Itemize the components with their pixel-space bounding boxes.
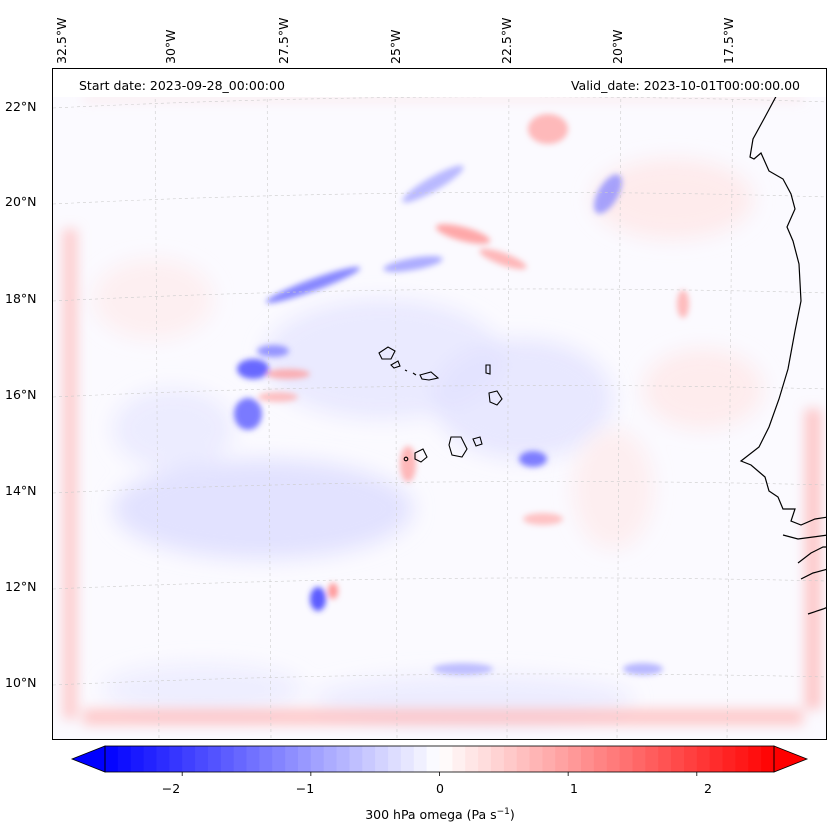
colorbar-cell: [748, 746, 762, 772]
lat-label-12n: 12°N: [5, 579, 37, 594]
colorbar-cell: [503, 746, 518, 772]
colorbar-tick-label-neg2: −2: [161, 781, 181, 796]
colorbar-cell: [362, 746, 376, 772]
colorbar-extend-max: [773, 745, 809, 773]
colorbar-tick-label-2: 2: [704, 781, 712, 796]
lat-label-14n: 14°N: [5, 483, 37, 498]
colorbar-cell: [400, 746, 415, 772]
colorbar-cell: [542, 746, 556, 772]
lon-label-17-5w: 17.5°W: [721, 17, 736, 64]
colorbar-cell: [426, 746, 441, 772]
start-date-label: Start date: 2023-09-28_00:00:00: [79, 78, 285, 93]
lat-label-10n: 10°N: [5, 675, 37, 690]
colorbar-cell: [593, 746, 608, 772]
africa-coastline: [739, 69, 826, 615]
colorbar-cell: [606, 746, 621, 772]
header-strip: [53, 69, 826, 97]
colorbar-cell: [233, 746, 248, 772]
colorbar-cell: [336, 746, 351, 772]
lat-label-22n: 22°N: [5, 99, 37, 114]
colorbar-tick-label-1: 1: [570, 781, 578, 796]
boundary-zone: [63, 95, 821, 725]
colorbar-cell: [478, 746, 492, 772]
colorbar-cell: [696, 746, 711, 772]
colorbar-cell: [516, 746, 531, 772]
colorbar-cell: [220, 746, 235, 772]
colorbar-cell: [581, 746, 595, 772]
lon-label-25w: 25°W: [388, 29, 403, 64]
colorbar-cell: [272, 746, 286, 772]
lon-label-27-5w: 27.5°W: [276, 17, 291, 64]
lat-label-16n: 16°N: [5, 387, 37, 402]
valid-date-label: Valid_date: 2023-10-01T00:00:00.00: [570, 78, 800, 93]
colorbar-tick-label-0: 0: [436, 781, 444, 796]
colorbar-title: 300 hPa omega (Pa s−1): [365, 807, 515, 822]
colorbar-cell: [349, 746, 363, 772]
graticule: [53, 69, 826, 739]
colorbar-cell: [246, 746, 260, 772]
colorbar-cell: [658, 746, 672, 772]
colorbar-cell: [143, 746, 158, 772]
colorbar-cell: [285, 746, 299, 772]
colorbar-cell: [645, 746, 659, 772]
colorbar-cell: [259, 746, 273, 772]
colorbar-cell: [388, 746, 402, 772]
colorbar-cell: [490, 746, 505, 772]
colorbar-cell: [182, 746, 196, 772]
cape-verde-islands: [378, 346, 503, 463]
lon-label-32-5w: 32.5°W: [54, 17, 69, 64]
colorbar-cell: [169, 746, 183, 772]
colorbar-cell: [156, 746, 170, 772]
colorbar-cell: [709, 746, 724, 772]
colorbar-cell: [465, 746, 479, 772]
colorbar-cell: [105, 746, 119, 772]
colorbar-cell: [452, 746, 466, 772]
colorbar-cell: [735, 746, 749, 772]
colorbar-ticks: [181, 772, 698, 776]
colorbar-title-suffix: ): [509, 807, 515, 823]
colorbar-cell: [555, 746, 569, 772]
colorbar-cell: [671, 746, 685, 772]
lon-label-22-5w: 22.5°W: [499, 17, 514, 64]
colorbar-cell: [529, 746, 544, 772]
colorbar-cell: [195, 746, 209, 772]
colorbar-cell: [761, 746, 775, 772]
colorbar-cell: [683, 746, 698, 772]
lat-label-20n: 20°N: [5, 194, 37, 209]
colorbar-cell: [619, 746, 634, 772]
lon-label-30w: 30°W: [163, 29, 178, 64]
omega-features: [234, 114, 689, 675]
colorbar-cell: [632, 746, 646, 772]
colorbar-cell: [413, 746, 428, 772]
colorbar-cell: [568, 746, 582, 772]
colorbar-cell: [439, 746, 453, 772]
colorbar-extend-min: [70, 745, 106, 773]
colorbar-cell: [310, 746, 325, 772]
colorbar-cell: [297, 746, 312, 772]
colorbar-tick-label-neg1: −1: [295, 781, 315, 796]
omega-field-map: [53, 69, 826, 739]
colorbar: [70, 745, 809, 776]
colorbar-title-prefix: 300 hPa omega (Pa s: [365, 807, 497, 823]
lon-label-20w: 20°W: [610, 29, 625, 64]
colorbar-cell: [117, 746, 132, 772]
lat-label-18n: 18°N: [5, 291, 37, 306]
colorbar-cell: [722, 746, 737, 772]
map-panel: [52, 68, 827, 740]
colorbar-cell: [375, 746, 389, 772]
weak-descent-regions: [93, 159, 763, 549]
colorbar-cells: [105, 746, 775, 772]
colorbar-title-exponent: −1: [496, 807, 510, 817]
colorbar-cell: [323, 746, 338, 772]
colorbar-cell: [207, 746, 222, 772]
colorbar-cell: [130, 746, 145, 772]
